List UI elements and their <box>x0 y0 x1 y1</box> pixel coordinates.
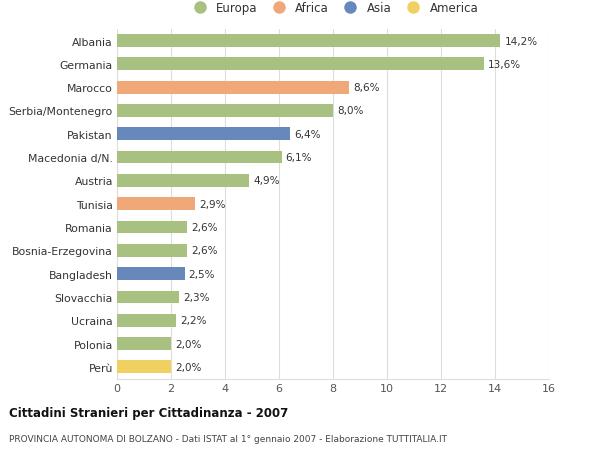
Text: 13,6%: 13,6% <box>488 60 521 70</box>
Bar <box>117 291 179 304</box>
Text: 8,0%: 8,0% <box>337 106 364 116</box>
Text: PROVINCIA AUTONOMA DI BOLZANO - Dati ISTAT al 1° gennaio 2007 - Elaborazione TUT: PROVINCIA AUTONOMA DI BOLZANO - Dati IST… <box>9 434 447 443</box>
Text: 8,6%: 8,6% <box>353 83 380 93</box>
Legend: Europa, Africa, Asia, America: Europa, Africa, Asia, America <box>185 0 481 17</box>
Bar <box>117 58 484 71</box>
Text: Cittadini Stranieri per Cittadinanza - 2007: Cittadini Stranieri per Cittadinanza - 2… <box>9 406 288 419</box>
Bar <box>117 35 500 48</box>
Text: 2,2%: 2,2% <box>181 315 207 325</box>
Text: 2,0%: 2,0% <box>175 362 202 372</box>
Bar <box>117 221 187 234</box>
Bar <box>117 198 196 211</box>
Text: 2,6%: 2,6% <box>191 246 218 256</box>
Text: 4,9%: 4,9% <box>253 176 280 186</box>
Bar <box>117 314 176 327</box>
Text: 6,4%: 6,4% <box>294 129 320 140</box>
Text: 14,2%: 14,2% <box>505 36 538 46</box>
Bar <box>117 105 333 118</box>
Text: 2,6%: 2,6% <box>191 223 218 233</box>
Bar <box>117 128 290 141</box>
Bar <box>117 82 349 95</box>
Text: 6,1%: 6,1% <box>286 153 312 163</box>
Text: 2,5%: 2,5% <box>188 269 215 279</box>
Text: 2,9%: 2,9% <box>199 199 226 209</box>
Bar <box>117 244 187 257</box>
Text: 2,0%: 2,0% <box>175 339 202 349</box>
Bar <box>117 174 250 187</box>
Bar <box>117 337 171 350</box>
Text: 2,3%: 2,3% <box>183 292 209 302</box>
Bar <box>117 361 171 374</box>
Bar <box>117 268 185 280</box>
Bar <box>117 151 282 164</box>
